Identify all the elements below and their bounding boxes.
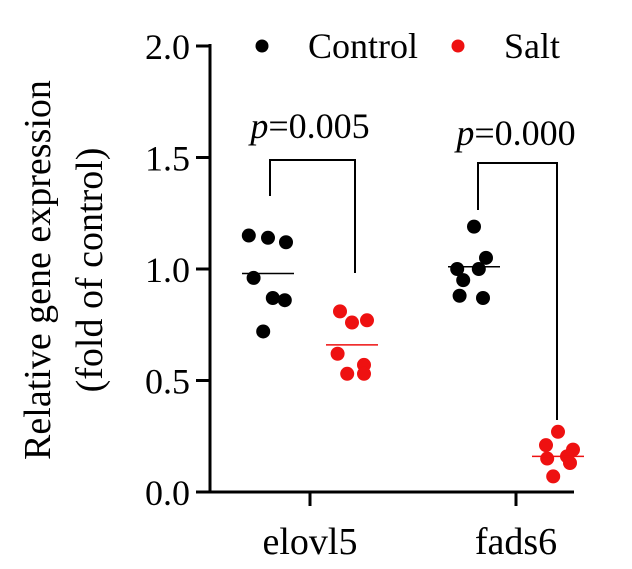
annotation-fads6-value: =0.000 (474, 113, 575, 153)
legend-label-control: Control (308, 26, 418, 66)
data-point (333, 304, 347, 319)
annotation-elovl5: p=0.005 (247, 106, 370, 273)
data-point (476, 290, 490, 305)
data-point (563, 456, 577, 471)
data-points (241, 219, 580, 484)
data-point (241, 228, 256, 243)
data-point (265, 290, 280, 305)
y-tick-label: 0.0 (145, 473, 190, 513)
annotation-elovl5-value: =0.005 (268, 106, 369, 146)
data-point (330, 346, 345, 361)
data-point (471, 262, 486, 276)
data-point (546, 469, 561, 484)
annotation-fads6-p: p (453, 113, 474, 153)
y-axis-label-line2: (fold of control) (69, 148, 111, 393)
legend-marker-control (255, 39, 269, 53)
legend-label-salt: Salt (504, 26, 560, 66)
data-point (277, 293, 292, 308)
y-tick-label: 2.0 (145, 27, 190, 67)
data-point (540, 451, 555, 466)
data-point (450, 262, 465, 276)
annotation-elovl5-text: p=0.005 (247, 106, 369, 146)
annotation-fads6-text: p=0.000 (453, 113, 575, 153)
mean-lines (242, 266, 584, 458)
data-point (279, 235, 293, 250)
data-point (452, 288, 467, 303)
data-point (261, 230, 275, 245)
y-tick-label: 1.5 (145, 139, 190, 179)
annotation-elovl5-p: p (247, 106, 268, 146)
data-point (357, 366, 371, 381)
legend-marker-salt (451, 39, 465, 53)
data-point (340, 366, 355, 381)
annotation-elovl5-bracket (269, 159, 356, 273)
y-ticks: 0.0 0.5 1.0 1.5 2.0 (145, 27, 210, 513)
x-tick-label: fads6 (475, 521, 557, 563)
data-point (539, 438, 553, 453)
data-point (551, 424, 565, 439)
legend: Control Salt (255, 26, 560, 66)
data-point (467, 219, 481, 234)
y-tick-label: 0.5 (145, 362, 190, 402)
annotation-fads6: p=0.000 (453, 113, 576, 420)
data-point (246, 270, 261, 285)
annotation-fads6-bracket (477, 162, 558, 420)
data-point (256, 324, 271, 339)
data-point (360, 313, 374, 328)
x-ticks: elovl5 fads6 (263, 492, 557, 563)
y-axis-label-line1: Relative gene expression (17, 80, 59, 460)
data-point (456, 273, 471, 288)
x-tick-label: elovl5 (263, 521, 358, 563)
data-point (345, 315, 359, 330)
data-point (479, 250, 493, 265)
y-tick-label: 1.0 (145, 250, 190, 290)
